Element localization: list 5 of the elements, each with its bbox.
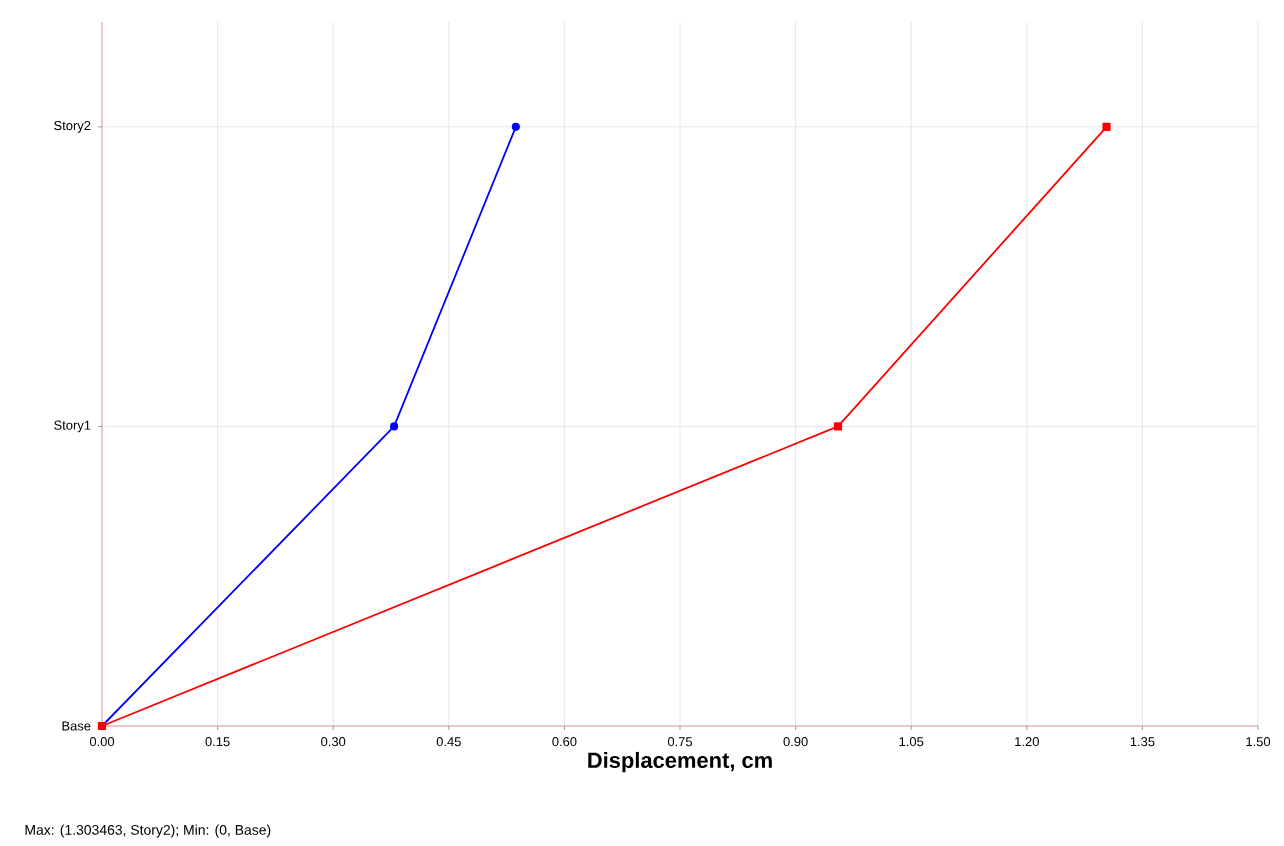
point: [1102, 122, 1111, 131]
point: [511, 122, 520, 131]
point: [390, 422, 399, 431]
x-axis-title: Displacement, cm: [588, 751, 772, 773]
point: [833, 422, 843, 431]
